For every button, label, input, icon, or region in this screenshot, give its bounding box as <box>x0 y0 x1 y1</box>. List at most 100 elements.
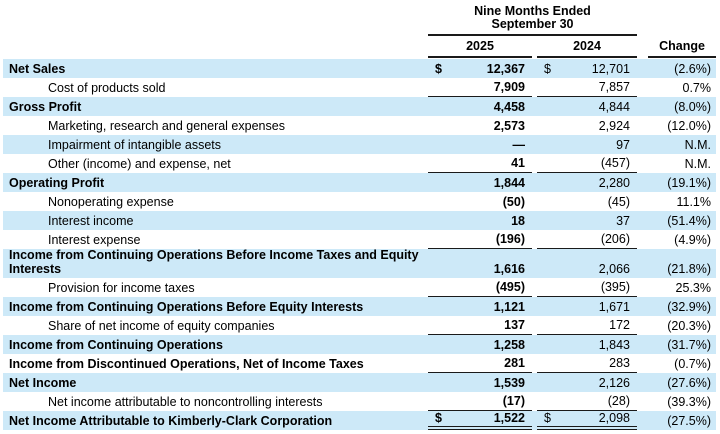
value-2024: 97 <box>537 135 637 154</box>
value-2024: 172 <box>537 316 637 335</box>
column-gap <box>637 278 648 297</box>
amount-2024: 97 <box>616 137 630 152</box>
table-row: Other (income) and expense, net 41 (457)… <box>3 154 716 173</box>
amount-2025: (196) <box>495 231 525 246</box>
row-label: Provision for income taxes <box>48 280 195 295</box>
column-gap <box>637 38 648 58</box>
amount-2025: 137 <box>504 317 525 332</box>
dollar-sign-2025: $ <box>435 61 442 76</box>
value-2025: 281 <box>428 354 532 373</box>
row-label: Impairment of intangible assets <box>48 137 222 152</box>
change-value: 25.3% <box>675 280 711 295</box>
row-label: Net Income Attributable to Kimberly-Clar… <box>9 413 333 428</box>
value-2025: $ 12,367 <box>428 59 532 78</box>
value-2024: (206) <box>537 230 637 249</box>
amount-2025: 41 <box>511 155 525 170</box>
row-label: Net income attributable to noncontrollin… <box>48 394 323 409</box>
amount-2025: 2,573 <box>493 118 525 133</box>
column-gap <box>637 135 648 154</box>
value-2024: 4,844 <box>537 97 637 116</box>
table-row: Gross Profit 4,458 4,844 (8.0%) <box>3 97 716 116</box>
value-2024: 1,843 <box>537 335 637 354</box>
period-line2: September 30 <box>491 17 574 31</box>
amount-2024: (45) <box>607 194 630 209</box>
table-row: Nonoperating expense (50) (45) 11.1% <box>3 192 716 211</box>
change-value: (19.1%) <box>667 175 711 190</box>
column-gap <box>637 211 648 230</box>
row-label: Interest income <box>48 213 134 228</box>
table-row: Net Sales $ 12,367 $ 12,701 (2.6%) <box>3 59 716 78</box>
table-row: Income from Continuing Operations Before… <box>3 297 716 316</box>
value-2025: 1,616 <box>428 249 532 278</box>
table-row: Income from Continuing Operations Before… <box>3 248 716 278</box>
row-label: Interest expense <box>48 232 141 247</box>
table-row: Income from Continuing Operations 1,258 … <box>3 335 716 354</box>
change-value: (31.7%) <box>667 337 711 352</box>
value-2025: 1,258 <box>428 335 532 354</box>
header-right-spacer <box>637 5 716 36</box>
value-2025: 41 <box>428 154 532 173</box>
amount-2024: 12,701 <box>591 61 630 76</box>
table-row: Cost of products sold 7,909 7,857 0.7% <box>3 78 716 97</box>
amount-2025: (50) <box>502 194 525 209</box>
amount-2024: 1,671 <box>598 299 630 314</box>
amount-2025: 4,458 <box>493 99 525 114</box>
row-label: Income from Continuing Operations Before… <box>9 299 364 314</box>
column-gap <box>637 192 648 211</box>
value-2024: 2,924 <box>537 116 637 135</box>
column-gap <box>637 154 648 173</box>
value-2025: — <box>428 135 532 154</box>
amount-2025: 1,844 <box>493 175 525 190</box>
table-body: Net Sales $ 12,367 $ 12,701 (2.6%) Cost … <box>3 59 716 430</box>
row-label: Marketing, research and general expenses <box>48 118 285 133</box>
value-2024: 7,857 <box>537 78 637 97</box>
row-label: Net Sales <box>9 61 66 76</box>
period-header-row: Nine Months Ended September 30 <box>3 5 716 36</box>
value-2024: 283 <box>537 354 637 373</box>
value-2025: 137 <box>428 316 532 335</box>
value-2025: 2,573 <box>428 116 532 135</box>
value-2024: 2,280 <box>537 173 637 192</box>
row-label: Share of net income of equity companies <box>48 318 275 333</box>
change-value: 0.7% <box>682 80 712 95</box>
amount-2025: 18 <box>511 213 525 228</box>
amount-2024: 4,844 <box>598 99 630 114</box>
dollar-sign-2025: $ <box>435 410 442 425</box>
amount-2025: 1,522 <box>493 410 525 425</box>
row-label: Net Income <box>9 375 77 390</box>
table-row: Interest expense (196) (206) (4.9%) <box>3 230 716 249</box>
table-row: Operating Profit 1,844 2,280 (19.1%) <box>3 173 716 192</box>
amount-2025: 1,616 <box>493 261 525 276</box>
row-label: Cost of products sold <box>48 80 166 95</box>
value-2025: 18 <box>428 211 532 230</box>
table-row: Net income attributable to noncontrollin… <box>3 392 716 411</box>
amount-2025: 281 <box>504 355 525 370</box>
change-value: (12.0%) <box>667 118 711 133</box>
value-2025: 4,458 <box>428 97 532 116</box>
value-2024: (45) <box>537 192 637 211</box>
row-label: Nonoperating expense <box>48 194 174 209</box>
value-2025: 7,909 <box>428 78 532 97</box>
amount-2025: 7,909 <box>493 79 525 94</box>
row-label: Income from Discontinued Operations, Net… <box>9 356 364 371</box>
column-header-change: Change <box>648 38 716 58</box>
amount-2025: 1,539 <box>493 375 525 390</box>
value-2024: (28) <box>537 392 637 411</box>
amount-2024: 2,280 <box>598 175 630 190</box>
value-2025: (50) <box>428 192 532 211</box>
column-gap <box>637 97 648 116</box>
amount-2024: 2,066 <box>598 261 630 276</box>
column-gap <box>637 249 648 278</box>
row-label: Income from Continuing Operations <box>9 337 223 352</box>
column-gap <box>637 335 648 354</box>
amount-2025: (17) <box>502 393 525 408</box>
dollar-sign-2024: $ <box>544 61 551 76</box>
amount-2024: 7,857 <box>598 79 630 94</box>
change-value: (8.0%) <box>674 99 711 114</box>
column-gap <box>637 116 648 135</box>
change-value: (27.5%) <box>667 413 711 428</box>
column-gap <box>637 373 648 392</box>
change-value: (27.6%) <box>667 375 711 390</box>
change-value: N.M. <box>684 156 711 171</box>
column-gap <box>637 173 648 192</box>
